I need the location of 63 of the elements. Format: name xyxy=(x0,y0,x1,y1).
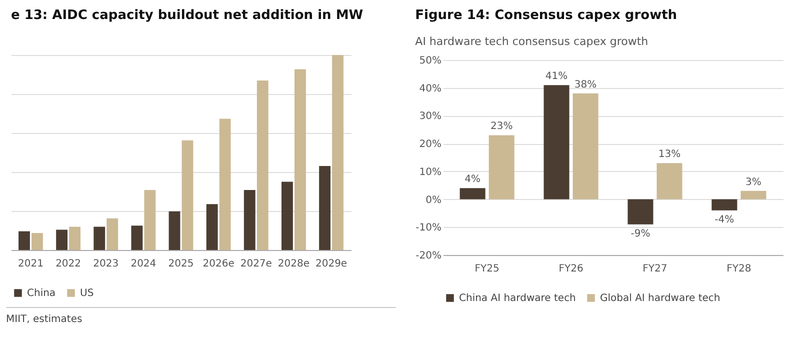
data-label: 4% xyxy=(464,174,480,186)
x-tick-label: 2025 xyxy=(168,258,194,270)
bar xyxy=(740,190,766,200)
x-tick-label: 2028e xyxy=(278,258,310,270)
bar xyxy=(144,190,156,250)
legend-label: Global AI hardware tech xyxy=(600,293,720,304)
bar xyxy=(543,85,569,200)
y-tick-label: -20% xyxy=(415,250,441,262)
y-tick-label: 0% xyxy=(425,194,441,206)
y-tick-label: 10% xyxy=(418,166,441,178)
bar xyxy=(182,140,194,250)
bar xyxy=(168,211,180,250)
y-tick-label: -10% xyxy=(415,222,441,234)
bar xyxy=(69,226,81,250)
bar xyxy=(56,230,68,250)
bar xyxy=(332,55,344,250)
bar xyxy=(711,199,737,210)
bar xyxy=(106,218,118,250)
bar xyxy=(572,93,598,200)
bar xyxy=(627,199,653,224)
x-tick-label: FY26 xyxy=(558,264,583,274)
bar xyxy=(131,226,143,250)
data-label: -4% xyxy=(714,214,734,226)
bar xyxy=(18,231,30,250)
bar xyxy=(219,118,231,250)
data-label: -9% xyxy=(630,228,650,240)
data-label: 38% xyxy=(574,79,596,90)
x-tick-label: 2021 xyxy=(18,258,44,270)
bar xyxy=(656,163,682,200)
bar xyxy=(281,182,293,250)
x-tick-label: 2022 xyxy=(56,258,82,270)
legend-label: China xyxy=(27,288,56,299)
x-tick-label: 2023 xyxy=(93,258,119,270)
x-tick-label: 2026e xyxy=(202,258,234,270)
y-tick-label: 30% xyxy=(418,111,441,122)
data-label: 23% xyxy=(490,121,512,132)
chart-subtitle: AI hardware tech consensus capex growth xyxy=(414,35,648,48)
bar xyxy=(459,188,485,200)
y-tick-label: 20% xyxy=(418,139,441,150)
x-tick-label: FY28 xyxy=(726,264,751,274)
x-tick-label: FY27 xyxy=(642,264,667,274)
bar xyxy=(294,69,306,250)
legend-label: China AI hardware tech xyxy=(458,293,576,304)
bar xyxy=(94,226,106,250)
chart-title: e 13: AIDC capacity buildout net addition in MW xyxy=(11,8,364,23)
x-tick-label: 2024 xyxy=(130,258,156,270)
x-tick-label: FY25 xyxy=(474,264,499,274)
x-tick-label: 2027e xyxy=(240,258,272,270)
bar xyxy=(32,233,43,250)
x-tick-label: 2029e xyxy=(315,258,348,270)
bar xyxy=(206,204,218,250)
chart-title: Figure 14: Consensus capex growth xyxy=(414,8,677,23)
bar xyxy=(244,190,256,250)
data-label: 41% xyxy=(544,71,568,82)
y-tick-label: 50% xyxy=(418,56,441,66)
bar xyxy=(256,80,268,250)
data-label: 3% xyxy=(745,176,761,188)
bar xyxy=(488,135,514,200)
legend-label: US xyxy=(80,288,94,299)
data-label: 13% xyxy=(658,149,680,160)
y-tick-label: 40% xyxy=(418,83,441,94)
bar xyxy=(319,166,330,250)
text: MIIT, estimates xyxy=(6,307,396,325)
